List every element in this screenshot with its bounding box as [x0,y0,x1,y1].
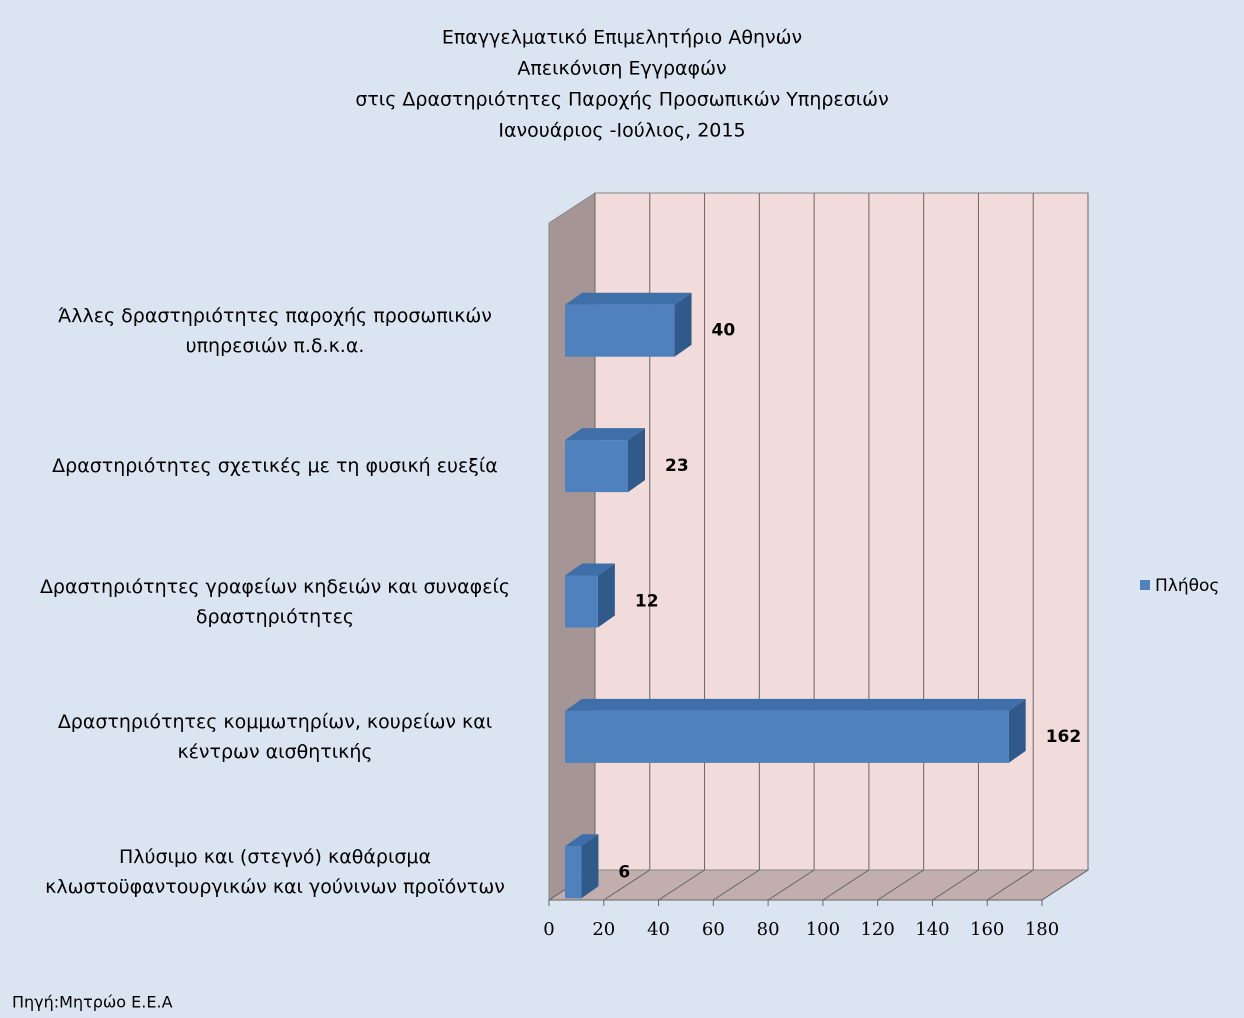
bar [565,440,628,493]
x-tick-label: 80 [757,919,780,940]
category-label: Πλύσιμο και (στεγνό) καθάρισμα κλωστοϋφα… [45,846,505,899]
bar-top [565,834,599,847]
category-label: Δραστηριότητες σχετικές με τη φυσική ευε… [52,455,498,478]
legend-swatch [1140,580,1150,590]
x-tick-label: 0 [543,919,554,940]
data-label: 162 [1046,727,1082,747]
category-label: Δραστηριότητες κομμωτηρίων, κουρείων και… [57,710,493,763]
x-tick-label: 140 [915,919,949,940]
grid-line [603,869,651,901]
bar-top [565,563,615,576]
bar-top [565,292,692,305]
bar-side [627,428,645,493]
grid-line [932,869,979,901]
grid-line [1041,869,1089,901]
bar-side [1008,698,1026,763]
x-tick-label: 20 [592,919,615,940]
chart-title: Απεικόνιση Εγγραφών [517,58,726,80]
chart-title: Ιανουάριος -Ιούλιος, 2015 [498,120,745,142]
source-note: Πηγή:Μητρώο Ε.Ε.Α [12,993,173,1012]
bar [565,304,675,357]
chart-title: στις Δραστηριότητες Παροχής Προσωπικών Υ… [355,89,888,111]
data-label: 6 [618,862,630,882]
chart-title: Επαγγελματικό Επιμελητήριο Αθηνών [442,27,802,49]
bar-side [674,292,692,357]
grid-line [713,869,760,901]
data-label: 23 [665,456,689,476]
x-tick-label: 100 [806,919,840,940]
x-tick-label: 40 [647,919,670,940]
grid-line [767,869,815,901]
data-label: 12 [635,592,659,612]
bar [565,575,598,628]
bar [565,846,582,899]
x-tick-label: 120 [860,919,894,940]
bar [565,710,1009,763]
legend-label: Πλήθος [1155,576,1219,596]
bar-top [565,698,1026,711]
grid-line [877,869,924,901]
bar-side [581,834,599,899]
x-tick-label: 60 [702,919,725,940]
category-label: Άλλες δραστηριότητες παροχής προσωπικών … [58,304,492,357]
x-tick-label: 160 [970,919,1004,940]
grid-line [658,869,705,901]
x-tick-label: 180 [1025,919,1059,940]
bar-top [565,428,645,441]
grid-line [822,869,870,901]
data-label: 40 [712,321,736,341]
category-label: Δραστηριότητες γραφείων κηδειών και συνα… [39,575,511,628]
bar-side [597,563,615,628]
grid-line [986,869,1034,901]
